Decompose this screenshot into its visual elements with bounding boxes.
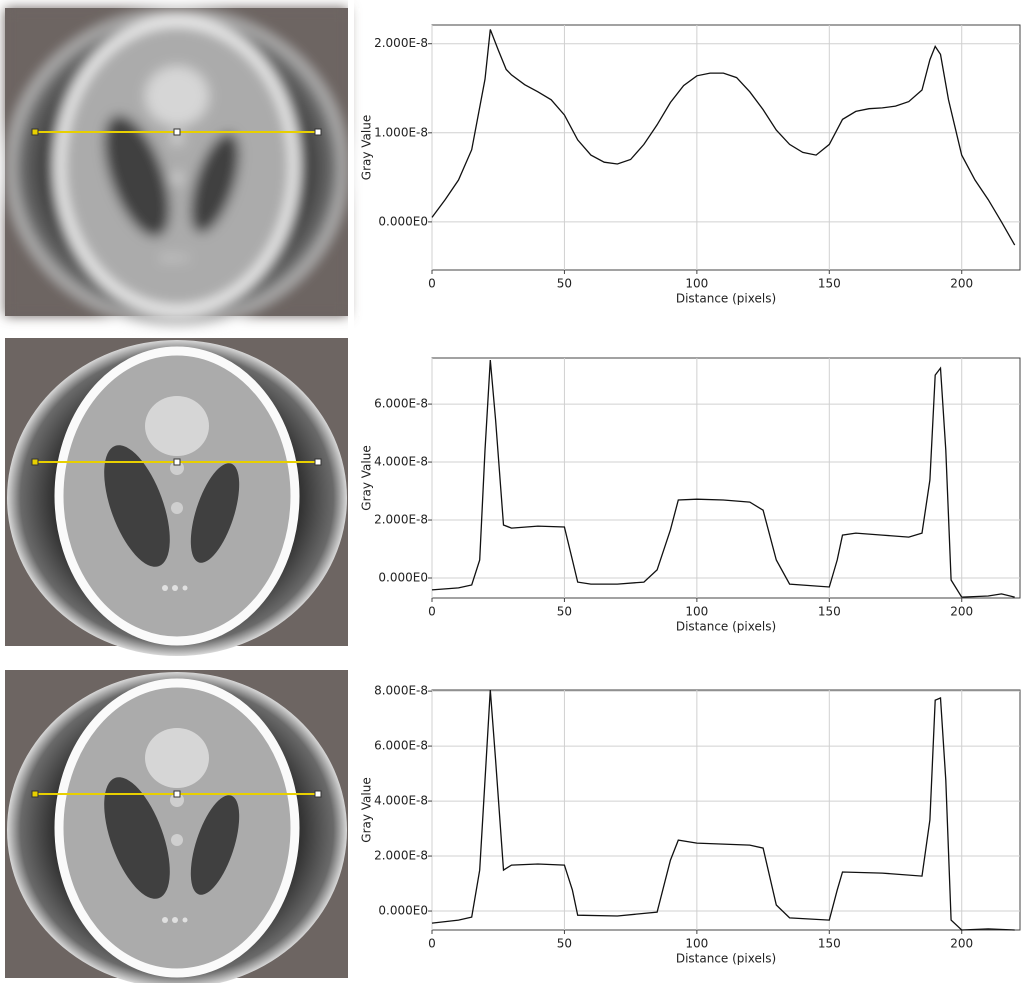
crop-edge	[348, 0, 354, 983]
x-tick-label: 50	[557, 937, 572, 951]
y-axis-label: Gray Value	[360, 445, 374, 510]
profile-line	[431, 29, 1016, 246]
y-tick-label: 4.000E-8	[374, 794, 428, 808]
plot-frame	[431, 24, 1021, 271]
x-tick-label: 100	[685, 605, 708, 619]
x-tick-label: 150	[818, 937, 841, 951]
y-tick-label: 2.000E-8	[374, 849, 428, 863]
x-tick-label: 200	[950, 605, 973, 619]
y-tick-label: 8.000E-8	[374, 684, 428, 698]
y-axis-label: Gray Value	[360, 777, 374, 842]
x-tick-label: 200	[950, 277, 973, 291]
profile-line	[431, 689, 1015, 931]
x-axis-label: Distance (pixels)	[676, 620, 776, 634]
phantom-image	[5, 8, 348, 326]
x-axis-label: Distance (pixels)	[676, 952, 776, 966]
y-tick-label: 4.000E-8	[374, 455, 428, 469]
x-tick-label: 0	[428, 937, 436, 951]
x-tick-label: 0	[428, 277, 436, 291]
x-tick-label: 50	[557, 277, 572, 291]
x-tick-label: 50	[557, 605, 572, 619]
x-tick-label: 200	[950, 937, 973, 951]
y-tick-label: 0.000E0	[378, 571, 428, 585]
x-tick-label: 100	[685, 277, 708, 291]
y-tick-label: 1.000E-8	[374, 125, 428, 139]
y-tick-label: 6.000E-8	[374, 739, 428, 753]
profile-line	[431, 359, 1015, 598]
x-tick-label: 150	[818, 605, 841, 619]
y-tick-label: 0.000E0	[378, 904, 428, 918]
y-tick-label: 2.000E-8	[374, 513, 428, 527]
x-tick-label: 150	[818, 277, 841, 291]
phantom-image	[5, 338, 348, 656]
phantom-image	[5, 670, 348, 983]
plot-frame	[431, 689, 1021, 931]
y-tick-label: 0.000E0	[378, 214, 428, 228]
y-tick-label: 2.000E-8	[374, 36, 428, 50]
x-tick-label: 0	[428, 605, 436, 619]
y-tick-label: 6.000E-8	[374, 397, 428, 411]
plot-frame	[431, 357, 1021, 599]
x-axis-label: Distance (pixels)	[676, 292, 776, 306]
x-tick-label: 100	[685, 937, 708, 951]
y-axis-label: Gray Value	[360, 115, 374, 180]
